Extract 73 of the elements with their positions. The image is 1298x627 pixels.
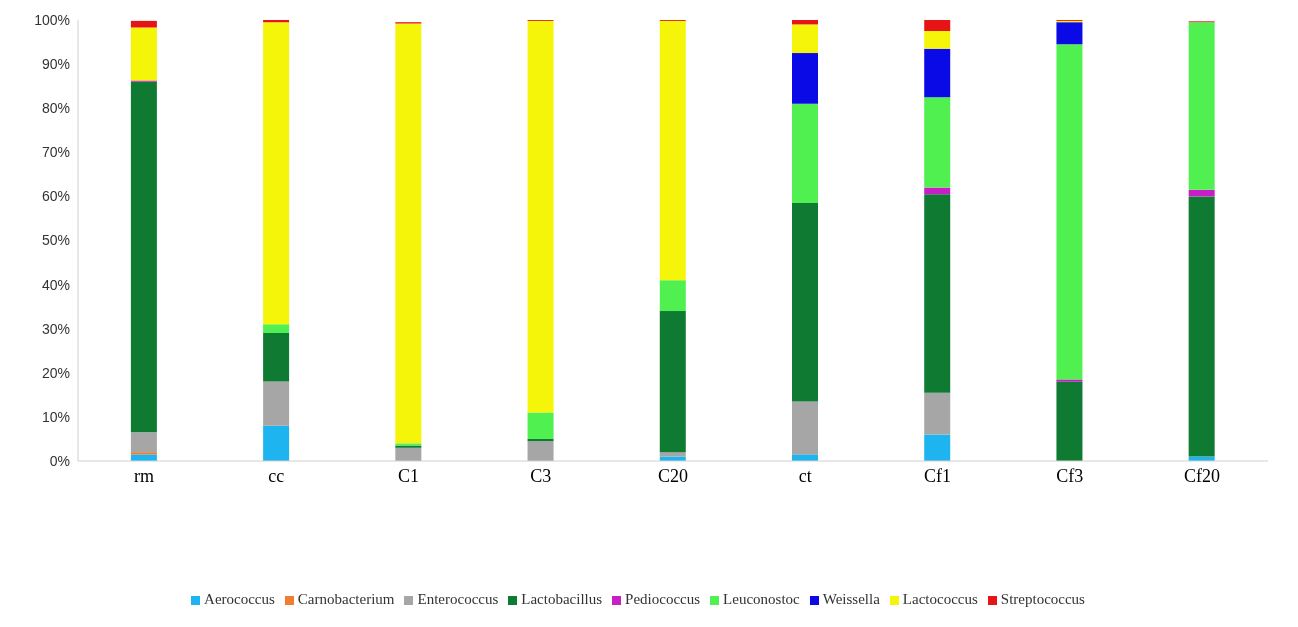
bar <box>792 20 818 25</box>
bar <box>659 280 686 312</box>
bar <box>263 22 290 325</box>
y-tick-label: 40% <box>41 276 70 293</box>
legend-label: Lactobacillus <box>521 591 603 607</box>
bar <box>263 20 290 23</box>
bar <box>527 441 554 461</box>
bar <box>130 432 157 453</box>
legend-label: Weissella <box>822 591 880 607</box>
bar <box>924 48 951 98</box>
bar <box>792 24 818 54</box>
bar <box>130 452 157 455</box>
bar <box>263 333 290 382</box>
bar <box>263 324 290 334</box>
y-tick-label: 60% <box>41 188 70 205</box>
x-tick-label: Cf1 <box>923 465 951 486</box>
bar <box>924 20 951 32</box>
bar <box>924 194 951 393</box>
legend-label: Leuconostoc <box>723 591 800 607</box>
bar <box>924 392 951 435</box>
bar <box>924 31 951 49</box>
bar <box>263 381 290 426</box>
bar <box>924 434 951 461</box>
y-tick-label: 30% <box>41 320 70 337</box>
bar <box>792 103 818 204</box>
bar <box>924 97 951 188</box>
bar <box>130 20 157 28</box>
y-tick-label: 20% <box>41 364 70 381</box>
bar <box>1056 44 1083 380</box>
legend-label: Lactococcus <box>902 591 978 607</box>
legend-label: Carnobacterium <box>297 591 395 607</box>
x-tick-label: ct <box>798 465 812 486</box>
bar <box>1056 379 1083 382</box>
x-tick-label: C1 <box>398 465 420 486</box>
y-tick-label: 80% <box>41 100 70 117</box>
bar <box>792 53 818 104</box>
bar <box>395 23 422 444</box>
x-tick-label: Cf20 <box>1183 465 1220 486</box>
x-tick-label: C20 <box>657 465 689 486</box>
bar <box>527 412 554 439</box>
bar <box>527 20 554 413</box>
legend-label: Aerococcus <box>204 591 275 607</box>
y-tick-label: 100% <box>34 11 70 28</box>
bar <box>659 311 686 453</box>
bar <box>527 438 554 442</box>
x-tick-label: cc <box>268 465 285 486</box>
bar <box>1056 22 1083 45</box>
legend-label: Enterococcus <box>417 591 499 607</box>
bar <box>130 454 157 461</box>
bar <box>792 401 818 455</box>
y-tick-label: 90% <box>41 56 70 73</box>
y-tick-label: 0% <box>49 452 70 469</box>
bar <box>792 454 818 461</box>
x-tick-label: Cf3 <box>1056 465 1084 486</box>
y-tick-label: 10% <box>41 408 70 425</box>
y-tick-label: 50% <box>41 232 70 249</box>
legend-label: Pediococcus <box>625 591 701 607</box>
bar <box>1188 22 1215 190</box>
bar <box>792 203 818 402</box>
bar <box>924 187 951 195</box>
bar <box>659 20 686 281</box>
bar <box>1188 196 1215 457</box>
bar <box>1056 381 1083 461</box>
x-tick-label: C3 <box>530 465 552 486</box>
bar <box>263 425 290 461</box>
y-tick-label: 70% <box>41 144 70 161</box>
x-tick-label: rm <box>134 465 155 486</box>
bar <box>130 27 157 81</box>
bar <box>130 81 157 433</box>
bar <box>395 447 422 461</box>
bar <box>659 452 686 457</box>
bar <box>1188 189 1215 197</box>
legend-label: Streptococcus <box>1000 591 1085 607</box>
